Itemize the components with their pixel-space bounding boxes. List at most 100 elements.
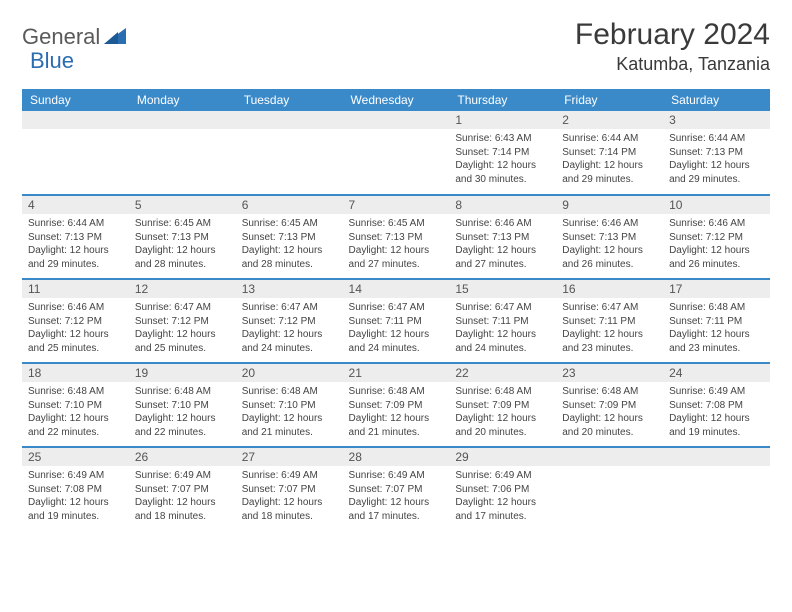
day-data: Sunrise: 6:49 AMSunset: 7:07 PMDaylight:… — [129, 466, 236, 529]
day-number-empty — [663, 448, 770, 466]
col-wednesday: Wednesday — [343, 89, 450, 111]
calendar-week-row: 4Sunrise: 6:44 AMSunset: 7:13 PMDaylight… — [22, 195, 770, 279]
calendar-week-row: 25Sunrise: 6:49 AMSunset: 7:08 PMDayligh… — [22, 447, 770, 531]
day-data: Sunrise: 6:46 AMSunset: 7:13 PMDaylight:… — [556, 214, 663, 277]
location-label: Katumba, Tanzania — [575, 54, 770, 75]
calendar-table: Sunday Monday Tuesday Wednesday Thursday… — [22, 89, 770, 531]
day-data: Sunrise: 6:44 AMSunset: 7:13 PMDaylight:… — [663, 129, 770, 192]
day-number: 4 — [22, 196, 129, 214]
day-number: 21 — [343, 364, 450, 382]
calendar-cell: 16Sunrise: 6:47 AMSunset: 7:11 PMDayligh… — [556, 279, 663, 363]
calendar-cell: 8Sunrise: 6:46 AMSunset: 7:13 PMDaylight… — [449, 195, 556, 279]
calendar-cell: 2Sunrise: 6:44 AMSunset: 7:14 PMDaylight… — [556, 111, 663, 195]
calendar-header-row: Sunday Monday Tuesday Wednesday Thursday… — [22, 89, 770, 111]
day-number: 22 — [449, 364, 556, 382]
calendar-cell: 7Sunrise: 6:45 AMSunset: 7:13 PMDaylight… — [343, 195, 450, 279]
day-number: 5 — [129, 196, 236, 214]
day-number: 2 — [556, 111, 663, 129]
day-number-empty — [129, 111, 236, 129]
day-number: 13 — [236, 280, 343, 298]
calendar-cell: 23Sunrise: 6:48 AMSunset: 7:09 PMDayligh… — [556, 363, 663, 447]
day-data: Sunrise: 6:47 AMSunset: 7:12 PMDaylight:… — [129, 298, 236, 361]
day-number: 20 — [236, 364, 343, 382]
title-block: February 2024 Katumba, Tanzania — [575, 18, 770, 75]
day-data: Sunrise: 6:47 AMSunset: 7:12 PMDaylight:… — [236, 298, 343, 361]
col-sunday: Sunday — [22, 89, 129, 111]
calendar-cell: 17Sunrise: 6:48 AMSunset: 7:11 PMDayligh… — [663, 279, 770, 363]
day-number: 10 — [663, 196, 770, 214]
day-data: Sunrise: 6:49 AMSunset: 7:07 PMDaylight:… — [236, 466, 343, 529]
calendar-cell — [22, 111, 129, 195]
day-number-empty — [236, 111, 343, 129]
day-number: 28 — [343, 448, 450, 466]
day-data: Sunrise: 6:44 AMSunset: 7:13 PMDaylight:… — [22, 214, 129, 277]
col-monday: Monday — [129, 89, 236, 111]
day-number: 1 — [449, 111, 556, 129]
day-data: Sunrise: 6:46 AMSunset: 7:13 PMDaylight:… — [449, 214, 556, 277]
calendar-cell: 19Sunrise: 6:48 AMSunset: 7:10 PMDayligh… — [129, 363, 236, 447]
calendar-cell: 18Sunrise: 6:48 AMSunset: 7:10 PMDayligh… — [22, 363, 129, 447]
calendar-cell: 14Sunrise: 6:47 AMSunset: 7:11 PMDayligh… — [343, 279, 450, 363]
day-data: Sunrise: 6:48 AMSunset: 7:10 PMDaylight:… — [236, 382, 343, 445]
calendar-cell: 9Sunrise: 6:46 AMSunset: 7:13 PMDaylight… — [556, 195, 663, 279]
day-data: Sunrise: 6:43 AMSunset: 7:14 PMDaylight:… — [449, 129, 556, 192]
day-data: Sunrise: 6:45 AMSunset: 7:13 PMDaylight:… — [129, 214, 236, 277]
day-number: 8 — [449, 196, 556, 214]
calendar-cell: 22Sunrise: 6:48 AMSunset: 7:09 PMDayligh… — [449, 363, 556, 447]
calendar-cell: 24Sunrise: 6:49 AMSunset: 7:08 PMDayligh… — [663, 363, 770, 447]
day-data: Sunrise: 6:47 AMSunset: 7:11 PMDaylight:… — [343, 298, 450, 361]
calendar-cell: 10Sunrise: 6:46 AMSunset: 7:12 PMDayligh… — [663, 195, 770, 279]
logo-triangle-icon — [104, 26, 126, 49]
calendar-cell: 5Sunrise: 6:45 AMSunset: 7:13 PMDaylight… — [129, 195, 236, 279]
day-data: Sunrise: 6:49 AMSunset: 7:08 PMDaylight:… — [22, 466, 129, 529]
day-number: 24 — [663, 364, 770, 382]
calendar-week-row: 18Sunrise: 6:48 AMSunset: 7:10 PMDayligh… — [22, 363, 770, 447]
day-data: Sunrise: 6:46 AMSunset: 7:12 PMDaylight:… — [22, 298, 129, 361]
day-data: Sunrise: 6:49 AMSunset: 7:07 PMDaylight:… — [343, 466, 450, 529]
day-data: Sunrise: 6:45 AMSunset: 7:13 PMDaylight:… — [236, 214, 343, 277]
calendar-cell: 29Sunrise: 6:49 AMSunset: 7:06 PMDayligh… — [449, 447, 556, 531]
calendar-cell: 6Sunrise: 6:45 AMSunset: 7:13 PMDaylight… — [236, 195, 343, 279]
day-number: 14 — [343, 280, 450, 298]
day-number: 17 — [663, 280, 770, 298]
day-number: 25 — [22, 448, 129, 466]
day-data: Sunrise: 6:48 AMSunset: 7:09 PMDaylight:… — [556, 382, 663, 445]
calendar-cell: 28Sunrise: 6:49 AMSunset: 7:07 PMDayligh… — [343, 447, 450, 531]
day-data: Sunrise: 6:45 AMSunset: 7:13 PMDaylight:… — [343, 214, 450, 277]
calendar-cell: 11Sunrise: 6:46 AMSunset: 7:12 PMDayligh… — [22, 279, 129, 363]
day-data: Sunrise: 6:48 AMSunset: 7:09 PMDaylight:… — [449, 382, 556, 445]
logo-text-general: General — [22, 24, 100, 50]
day-number: 12 — [129, 280, 236, 298]
calendar-cell: 4Sunrise: 6:44 AMSunset: 7:13 PMDaylight… — [22, 195, 129, 279]
calendar-cell — [129, 111, 236, 195]
calendar-cell: 26Sunrise: 6:49 AMSunset: 7:07 PMDayligh… — [129, 447, 236, 531]
day-number-empty — [22, 111, 129, 129]
col-saturday: Saturday — [663, 89, 770, 111]
calendar-cell: 20Sunrise: 6:48 AMSunset: 7:10 PMDayligh… — [236, 363, 343, 447]
day-number: 19 — [129, 364, 236, 382]
day-data: Sunrise: 6:46 AMSunset: 7:12 PMDaylight:… — [663, 214, 770, 277]
calendar-cell: 15Sunrise: 6:47 AMSunset: 7:11 PMDayligh… — [449, 279, 556, 363]
col-thursday: Thursday — [449, 89, 556, 111]
calendar-cell — [556, 447, 663, 531]
col-tuesday: Tuesday — [236, 89, 343, 111]
month-title: February 2024 — [575, 18, 770, 52]
day-number-empty — [343, 111, 450, 129]
logo: General — [22, 18, 128, 50]
day-number: 3 — [663, 111, 770, 129]
day-number: 11 — [22, 280, 129, 298]
day-number: 27 — [236, 448, 343, 466]
day-data: Sunrise: 6:48 AMSunset: 7:10 PMDaylight:… — [22, 382, 129, 445]
calendar-week-row: 1Sunrise: 6:43 AMSunset: 7:14 PMDaylight… — [22, 111, 770, 195]
day-data: Sunrise: 6:48 AMSunset: 7:11 PMDaylight:… — [663, 298, 770, 361]
calendar-body: 1Sunrise: 6:43 AMSunset: 7:14 PMDaylight… — [22, 111, 770, 531]
col-friday: Friday — [556, 89, 663, 111]
day-number: 9 — [556, 196, 663, 214]
day-number: 23 — [556, 364, 663, 382]
day-data: Sunrise: 6:47 AMSunset: 7:11 PMDaylight:… — [556, 298, 663, 361]
calendar-cell: 12Sunrise: 6:47 AMSunset: 7:12 PMDayligh… — [129, 279, 236, 363]
calendar-cell — [663, 447, 770, 531]
day-data: Sunrise: 6:49 AMSunset: 7:06 PMDaylight:… — [449, 466, 556, 529]
day-number: 26 — [129, 448, 236, 466]
day-number: 18 — [22, 364, 129, 382]
